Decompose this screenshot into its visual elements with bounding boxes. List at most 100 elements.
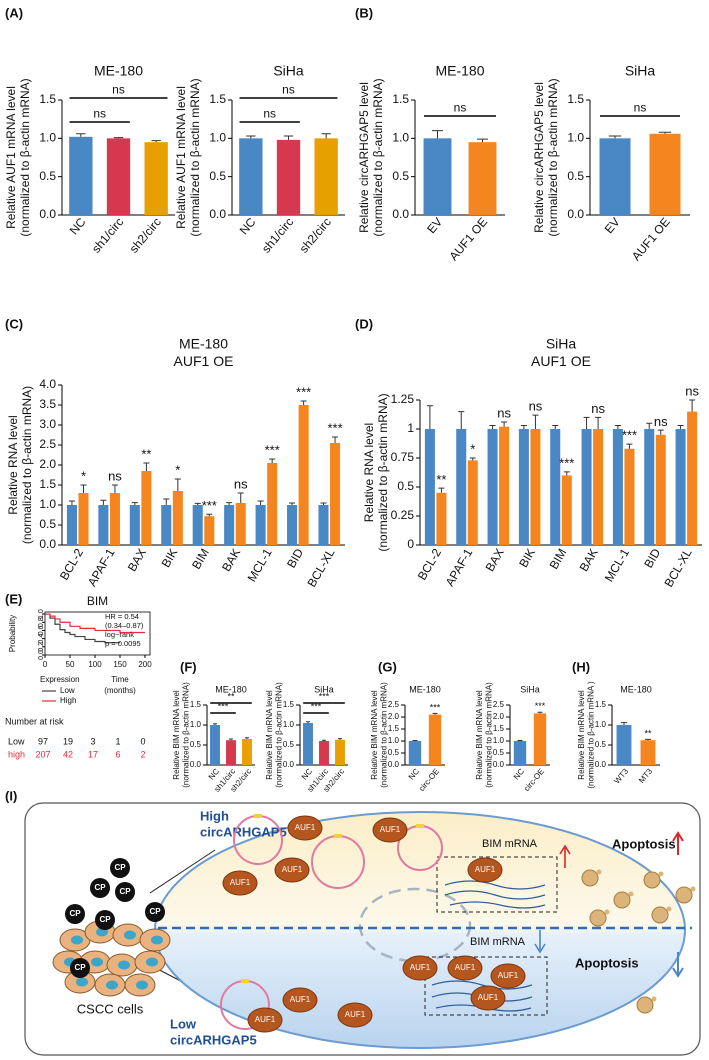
- error-bar: [289, 502, 296, 505]
- error-bar: [431, 130, 444, 139]
- error-bar: [520, 425, 527, 429]
- x-tick-label: sh2/circ: [127, 215, 164, 256]
- cell-nucleus: [136, 980, 148, 990]
- y-tick-label: 2.0: [39, 457, 56, 471]
- x-tick-label: 50: [66, 660, 75, 669]
- cell-nucleus: [76, 977, 88, 987]
- x-tick-label: 150: [113, 660, 127, 669]
- annotation: ***: [319, 692, 330, 702]
- bar: [66, 505, 77, 545]
- x-tick-label: BAX: [125, 546, 149, 574]
- y-tick-label: 1.0: [39, 497, 56, 511]
- error-bar: [646, 422, 653, 429]
- y-tick-label: 0.5: [397, 479, 414, 493]
- y-tick-label: 0.0: [392, 207, 409, 221]
- bar: [192, 505, 203, 545]
- error-bar: [80, 484, 87, 493]
- risk-value: 19: [63, 736, 73, 746]
- y-tick-label: 0.4: [38, 634, 45, 644]
- apoptotic-cell: [589, 909, 607, 927]
- cp-label: CP: [149, 907, 161, 916]
- apoptotic-cell: [613, 891, 631, 909]
- mrna-box: [424, 956, 548, 1016]
- auf1-protein: [282, 987, 318, 1013]
- bar: [144, 142, 168, 215]
- x-tick-label: BIK: [516, 546, 538, 570]
- y-axis-label: Relative RNA level: [6, 415, 20, 514]
- risk-value: 1: [115, 736, 120, 746]
- bar: [428, 714, 442, 765]
- y-tick-label: 0.5: [392, 169, 409, 183]
- bar: [267, 463, 278, 545]
- x-tick-label: BCL-XL: [304, 546, 337, 590]
- error-bar: [438, 487, 445, 493]
- apoptotic-cell: [636, 996, 654, 1014]
- significance-label: ***: [622, 428, 637, 443]
- chart-title: ME-180: [620, 684, 652, 694]
- error-bar: [257, 500, 264, 505]
- x-tick-label: WT3: [612, 766, 630, 785]
- cp-particle: [90, 878, 110, 898]
- error-bar: [194, 502, 201, 505]
- error-bar: [229, 738, 233, 741]
- x-tick-label: NC: [407, 767, 421, 782]
- y-tick-label: 0.0: [209, 207, 226, 221]
- bar: [533, 713, 547, 765]
- cp-particle: [65, 904, 85, 924]
- circ-junction: [241, 979, 249, 983]
- chart-title: SiHa: [520, 684, 540, 694]
- bar: [276, 139, 301, 215]
- y-tick-label: 0.0: [39, 207, 56, 221]
- y-tick-label: 0.5: [388, 748, 400, 757]
- y-tick-label: 0.5: [567, 169, 584, 183]
- bar: [530, 429, 541, 545]
- y-tick-label: 1.5: [493, 724, 505, 733]
- x-axis-label: Time: [111, 675, 129, 684]
- y-tick-label: 1.0: [209, 131, 226, 145]
- bar: [78, 493, 89, 545]
- auf1-label: AUF1: [498, 971, 519, 980]
- y-tick-label: 0.0: [567, 207, 584, 221]
- x-tick-label: MT3: [637, 766, 655, 784]
- error-bar: [432, 712, 438, 715]
- error-bar: [76, 133, 86, 137]
- bar: [141, 471, 152, 545]
- y-tick-label: 2.5: [388, 700, 400, 709]
- x-tick-label: BIK: [159, 546, 181, 570]
- cell-nucleus: [71, 935, 83, 945]
- error-bar: [626, 443, 633, 449]
- y-tick-label: 1.5: [392, 92, 409, 106]
- significance-label: ***: [559, 456, 574, 471]
- error-bar: [532, 414, 539, 429]
- y-tick-label: 1.5: [39, 92, 56, 106]
- significance-label: *: [175, 463, 180, 478]
- auf1-protein: [447, 955, 483, 981]
- error-bar: [426, 405, 433, 429]
- error-bar: [163, 498, 170, 505]
- error-bar: [583, 416, 590, 429]
- apoptotic-body: [690, 886, 696, 892]
- y-tick-label: 1.0: [38, 609, 45, 619]
- annotation: (0.34–0.87): [105, 621, 144, 630]
- y-tick-label: 1.0: [388, 736, 400, 745]
- panel-label: (G): [378, 659, 397, 674]
- bar: [612, 429, 623, 545]
- x-tick-label: sh2/circ: [297, 215, 334, 256]
- annotation: ns: [263, 106, 276, 120]
- chart-title: AUF1 OE: [174, 353, 234, 369]
- mrna-strands: [444, 880, 546, 909]
- apoptotic-body: [596, 869, 602, 875]
- up-arrow: [559, 844, 571, 868]
- y-axis-label: Relative BIM mRNA level: [475, 690, 484, 780]
- y-tick-label: 0.5: [190, 740, 202, 749]
- x-tick-label: BID: [284, 546, 306, 571]
- annotation: ***: [311, 702, 322, 712]
- apoptotic-cell: [651, 906, 669, 924]
- x-tick-label: EV: [602, 215, 623, 236]
- error-bar: [469, 457, 476, 461]
- significance-label: ns: [108, 469, 122, 484]
- error-bar: [476, 138, 489, 143]
- x-tick-label: APAF-1: [85, 546, 118, 589]
- annotation: ns: [282, 82, 295, 96]
- cell-nucleus: [151, 935, 163, 945]
